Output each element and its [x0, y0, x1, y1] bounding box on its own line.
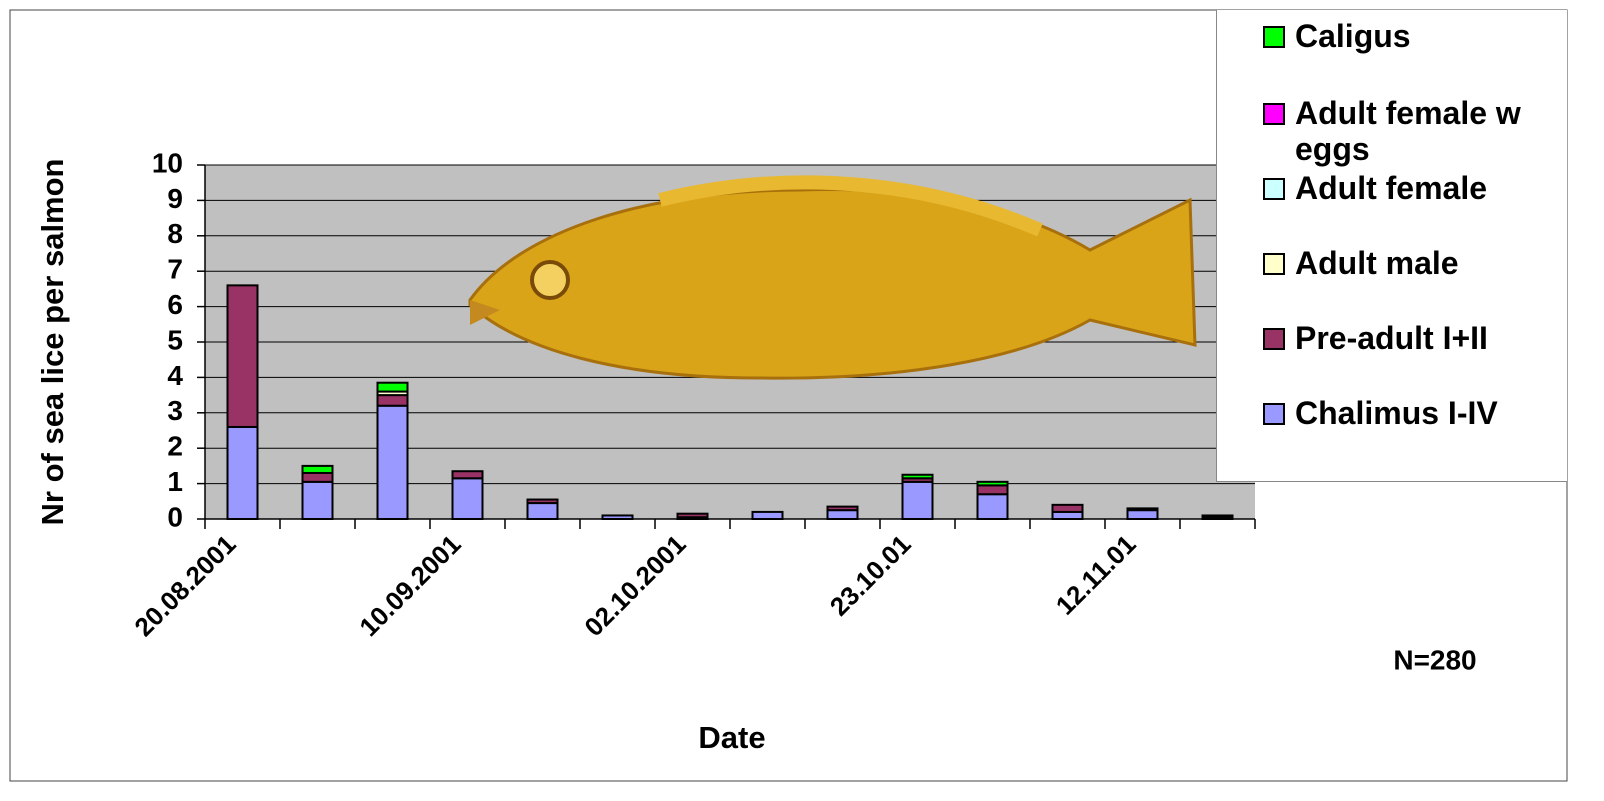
legend-label: Pre-adult I+II: [1295, 320, 1488, 356]
legend-swatch: [1263, 178, 1285, 200]
legend: Caligus Adult female w eggs Adult female Ad…: [1216, 10, 1567, 482]
legend-label: Adult female w eggs: [1295, 95, 1521, 167]
bar-segment: [1126, 507, 1159, 512]
bar-segment: [526, 498, 559, 505]
legend-item: Adult female: [1263, 170, 1563, 206]
bar-segment: [451, 470, 484, 480]
bar-segment: [376, 404, 409, 520]
bar-segment: [1051, 503, 1084, 513]
bar-segment: [226, 284, 259, 428]
bar-segment: [826, 509, 859, 520]
legend-label: Adult female: [1295, 170, 1488, 206]
bar-segment: [976, 484, 1009, 496]
bar-segment: [826, 505, 859, 512]
y-axis-label: Nr of sea lice per salmon: [35, 159, 70, 526]
legend-swatch: [1263, 253, 1285, 275]
y-tick-label: 2: [167, 431, 183, 462]
bar-segment: [1201, 514, 1234, 519]
fish-illustration: [468, 175, 1197, 380]
y-tick-label: 1: [167, 466, 183, 497]
bar-segment: [1051, 510, 1084, 521]
bar-segment: [301, 471, 334, 483]
legend-item: Caligus: [1263, 18, 1563, 54]
legend-swatch: [1263, 328, 1285, 350]
bar-segment: [751, 510, 784, 521]
x-axis-label: Date: [698, 720, 765, 755]
bar-segment: [901, 480, 934, 520]
legend-label: Chalimus I-IV: [1295, 395, 1498, 431]
bar-segment: [376, 381, 409, 393]
bar-segment: [976, 493, 1009, 521]
bar-segment: [901, 473, 934, 480]
y-tick-label: 4: [167, 360, 183, 391]
bar-segment: [301, 480, 334, 520]
bar-segment: [376, 394, 409, 407]
y-tick-label: 0: [167, 501, 183, 532]
y-tick-label: 8: [167, 218, 183, 249]
bar-segment: [976, 480, 1009, 487]
bar-segment: [451, 477, 484, 521]
legend-label: Adult male: [1295, 245, 1459, 281]
bar-segment: [676, 512, 709, 519]
y-tick-label: 5: [167, 324, 183, 355]
legend-item: Adult male: [1263, 245, 1563, 281]
legend-item: Chalimus I-IV: [1263, 395, 1563, 431]
y-tick-label: 3: [167, 395, 183, 426]
bar-segment: [601, 514, 634, 521]
legend-swatch: [1263, 103, 1285, 125]
annotation: N=280: [1393, 644, 1476, 675]
legend-item: Pre-adult I+II: [1263, 320, 1563, 356]
legend-swatch: [1263, 26, 1285, 48]
bar-segment: [1126, 509, 1159, 520]
bar-segment: [226, 425, 259, 520]
legend-label: Caligus: [1295, 18, 1411, 54]
y-tick-label: 6: [167, 289, 183, 320]
legend-swatch: [1263, 403, 1285, 425]
y-tick-label: 9: [167, 183, 183, 214]
bar-segment: [301, 464, 334, 474]
y-tick-label: 7: [167, 254, 183, 285]
bar-segment: [526, 502, 559, 521]
y-tick-label: 10: [152, 147, 183, 178]
legend-item: Adult female w eggs: [1263, 95, 1563, 167]
